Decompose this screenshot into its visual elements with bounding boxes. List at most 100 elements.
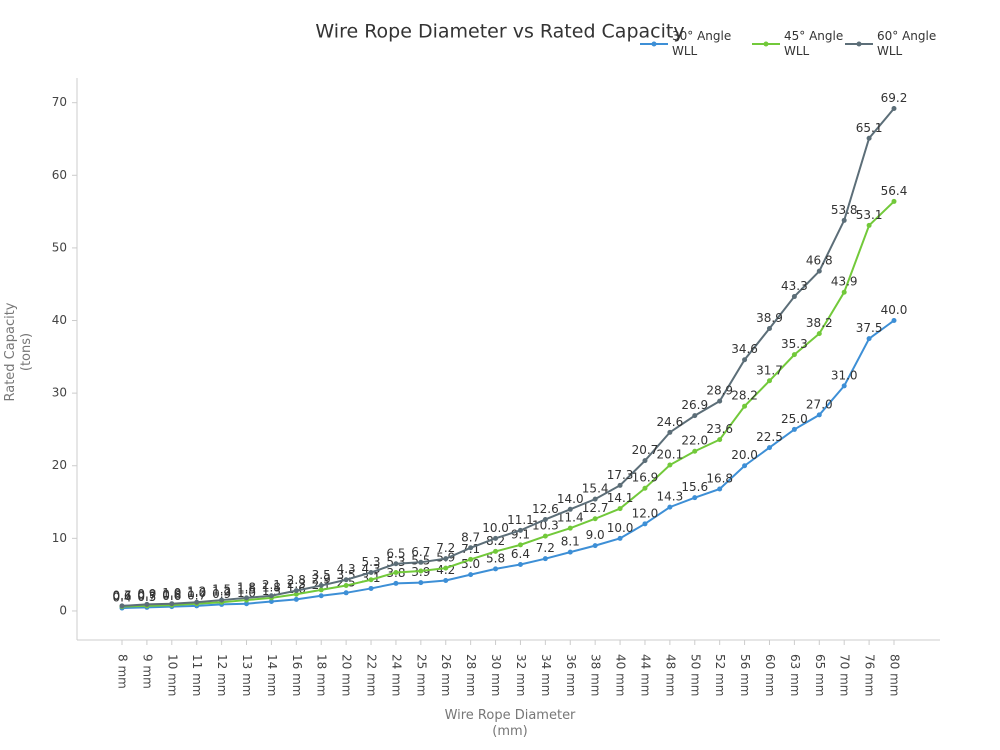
x-tick-label: 44 mm [638,654,652,696]
data-label: 12.6 [532,502,559,516]
legend-label: 60° Angle WLL [877,29,937,58]
data-label: 0.4 [112,591,131,605]
data-label: 0.7 [137,588,156,602]
data-label: 4.3 [361,562,380,576]
data-label: 15.6 [681,480,708,494]
data-label: 1.2 [212,585,231,599]
data-label: 14.0 [557,492,584,506]
x-tick-label: 60 mm [763,654,777,696]
data-point [493,535,499,541]
data-label: 69.2 [881,91,908,105]
data-point [468,545,474,551]
data-point [567,506,573,512]
data-point [742,357,748,363]
data-label: 26.9 [681,398,708,412]
data-point [119,603,125,609]
x-tick-label: 50 mm [688,654,702,696]
data-point [293,591,299,597]
y-tick-label: 20 [52,458,67,472]
data-point [244,601,250,607]
data-point [343,577,349,583]
data-point [717,437,723,443]
data-label: 53.8 [831,203,858,217]
data-point [542,556,548,562]
data-point [617,506,623,512]
data-label: 24.6 [657,415,684,429]
data-point [493,566,499,572]
x-tick-label: 25 mm [414,654,428,696]
data-point [617,482,623,488]
data-label: 2.3 [287,577,306,591]
legend-swatch-marker [856,41,862,47]
data-point [766,445,772,451]
legend-swatch-marker [763,41,769,47]
x-axis-title: Wire Rope Diameter (mm) [444,708,576,739]
x-tick-label: 22 mm [365,654,379,696]
x-tick-label: 12 mm [215,654,229,696]
data-label: 43.9 [831,275,858,289]
data-point [866,135,872,141]
data-point [268,599,274,605]
data-label: 56.4 [881,184,908,198]
data-point [866,222,872,228]
x-tick-label: 30 mm [489,654,503,696]
y-tick-label: 60 [52,168,67,182]
data-point [642,521,648,527]
data-label: 16.8 [706,471,733,485]
data-label: 1.2 [187,585,206,599]
x-tick-label: 14 mm [265,654,279,696]
data-label: 0.9 [212,587,231,601]
x-tick-label: 63 mm [788,654,802,696]
data-point [468,572,474,578]
x-tick-label: 80 mm [888,654,902,696]
data-label: 22.5 [756,430,783,444]
y-tick-label: 0 [59,603,67,617]
data-point [642,458,648,464]
series-line [121,319,895,610]
data-point [418,568,424,574]
data-label: 2.1 [262,578,281,592]
x-tick-label: 24 mm [389,654,403,696]
data-point [567,549,573,555]
x-tick-label: 13 mm [240,654,254,696]
data-point [169,601,175,607]
data-point [443,556,449,562]
data-point [468,556,474,562]
data-label: 1.0 [162,586,181,600]
data-label: 16.9 [632,471,659,485]
x-tick-label: 10 mm [165,654,179,696]
data-label: 35.3 [781,337,808,351]
data-label: 5.8 [486,551,505,565]
data-label: 46.8 [806,254,833,268]
x-tick-label: 32 mm [514,654,528,696]
data-point [617,535,623,541]
data-point [517,561,523,567]
data-label: 31.7 [756,363,783,377]
data-label: 27.0 [806,397,833,411]
data-label: 0.5 [137,590,156,604]
data-point [393,580,399,586]
data-point [244,595,250,601]
y-tick-label: 30 [52,386,67,400]
data-point [866,336,872,342]
data-point [418,559,424,565]
data-label: 5.3 [361,555,380,569]
data-point [393,569,399,575]
data-point [418,580,424,586]
data-point [891,105,897,111]
data-point [368,577,374,583]
legend-swatch-marker [651,41,657,47]
data-point [293,596,299,602]
data-label: 4.3 [337,562,356,576]
data-point [293,588,299,594]
x-tick-label: 11 mm [190,654,204,696]
x-tick-label: 28 mm [464,654,478,696]
data-label: 43.3 [781,279,808,293]
data-label: 14.3 [657,490,684,504]
x-tick-label: 34 mm [539,654,553,696]
data-label: 8.1 [561,535,580,549]
y-axis-title: Rated Capacity (tons) [3,302,34,402]
data-point [368,569,374,575]
data-label: 65.1 [856,121,883,135]
